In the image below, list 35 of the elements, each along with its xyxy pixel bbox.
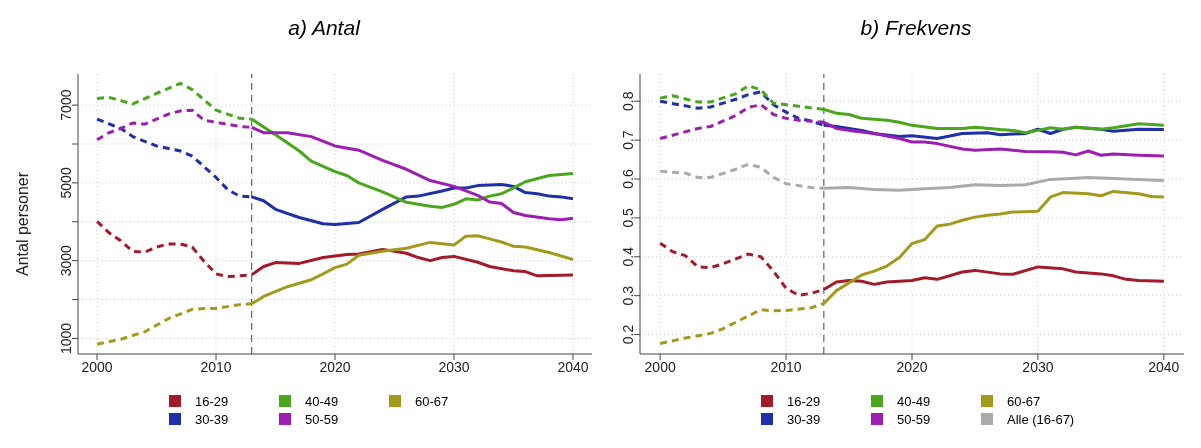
x-tick-label: 2000 bbox=[644, 358, 676, 375]
x-tick-label: 2030 bbox=[1022, 358, 1054, 375]
y-tick-label: 0.2 bbox=[619, 324, 636, 345]
x-tick-label: 2010 bbox=[200, 358, 232, 375]
x-tick-label: 2020 bbox=[319, 358, 351, 375]
x-tick-label: 2040 bbox=[557, 358, 589, 375]
y-tick-label: 0.8 bbox=[619, 91, 636, 111]
y-axis-title: Antal personer bbox=[14, 171, 32, 277]
chart-title: b) Frekvens bbox=[859, 15, 973, 41]
legend-label: 30-39 bbox=[195, 411, 229, 427]
y-tick-label: 0.4 bbox=[619, 246, 636, 267]
legend-label: 40-49 bbox=[897, 393, 931, 409]
x-tick-label: 2040 bbox=[1148, 358, 1180, 375]
chart-title: a) Antal bbox=[287, 15, 362, 41]
x-tick-label: 2010 bbox=[770, 358, 802, 375]
legend-label: 30-39 bbox=[787, 411, 821, 427]
legend-label: 16-29 bbox=[787, 393, 821, 409]
legend-label: 50-59 bbox=[897, 411, 931, 427]
legend-label: Alle (16-67) bbox=[1007, 411, 1075, 427]
legend-label: 40-49 bbox=[305, 393, 339, 409]
y-tick-label: 1000 bbox=[57, 322, 74, 355]
y-tick-label: 0.7 bbox=[619, 130, 636, 150]
y-tick-label: 7000 bbox=[57, 89, 74, 121]
x-tick-label: 2000 bbox=[81, 358, 113, 375]
legend-label: 50-59 bbox=[305, 411, 339, 427]
legend-label: 60-67 bbox=[415, 393, 449, 409]
y-tick-label: 0.5 bbox=[619, 207, 636, 228]
x-tick-label: 2030 bbox=[438, 358, 470, 375]
y-tick-label: 3000 bbox=[57, 244, 74, 277]
legend-label: 60-67 bbox=[1007, 393, 1041, 409]
y-tick-label: 0.3 bbox=[619, 285, 636, 306]
y-tick-label: 5000 bbox=[57, 167, 74, 199]
legend-label: 16-29 bbox=[195, 393, 229, 409]
y-tick-label: 0.6 bbox=[619, 169, 636, 189]
x-tick-label: 2020 bbox=[896, 358, 928, 375]
